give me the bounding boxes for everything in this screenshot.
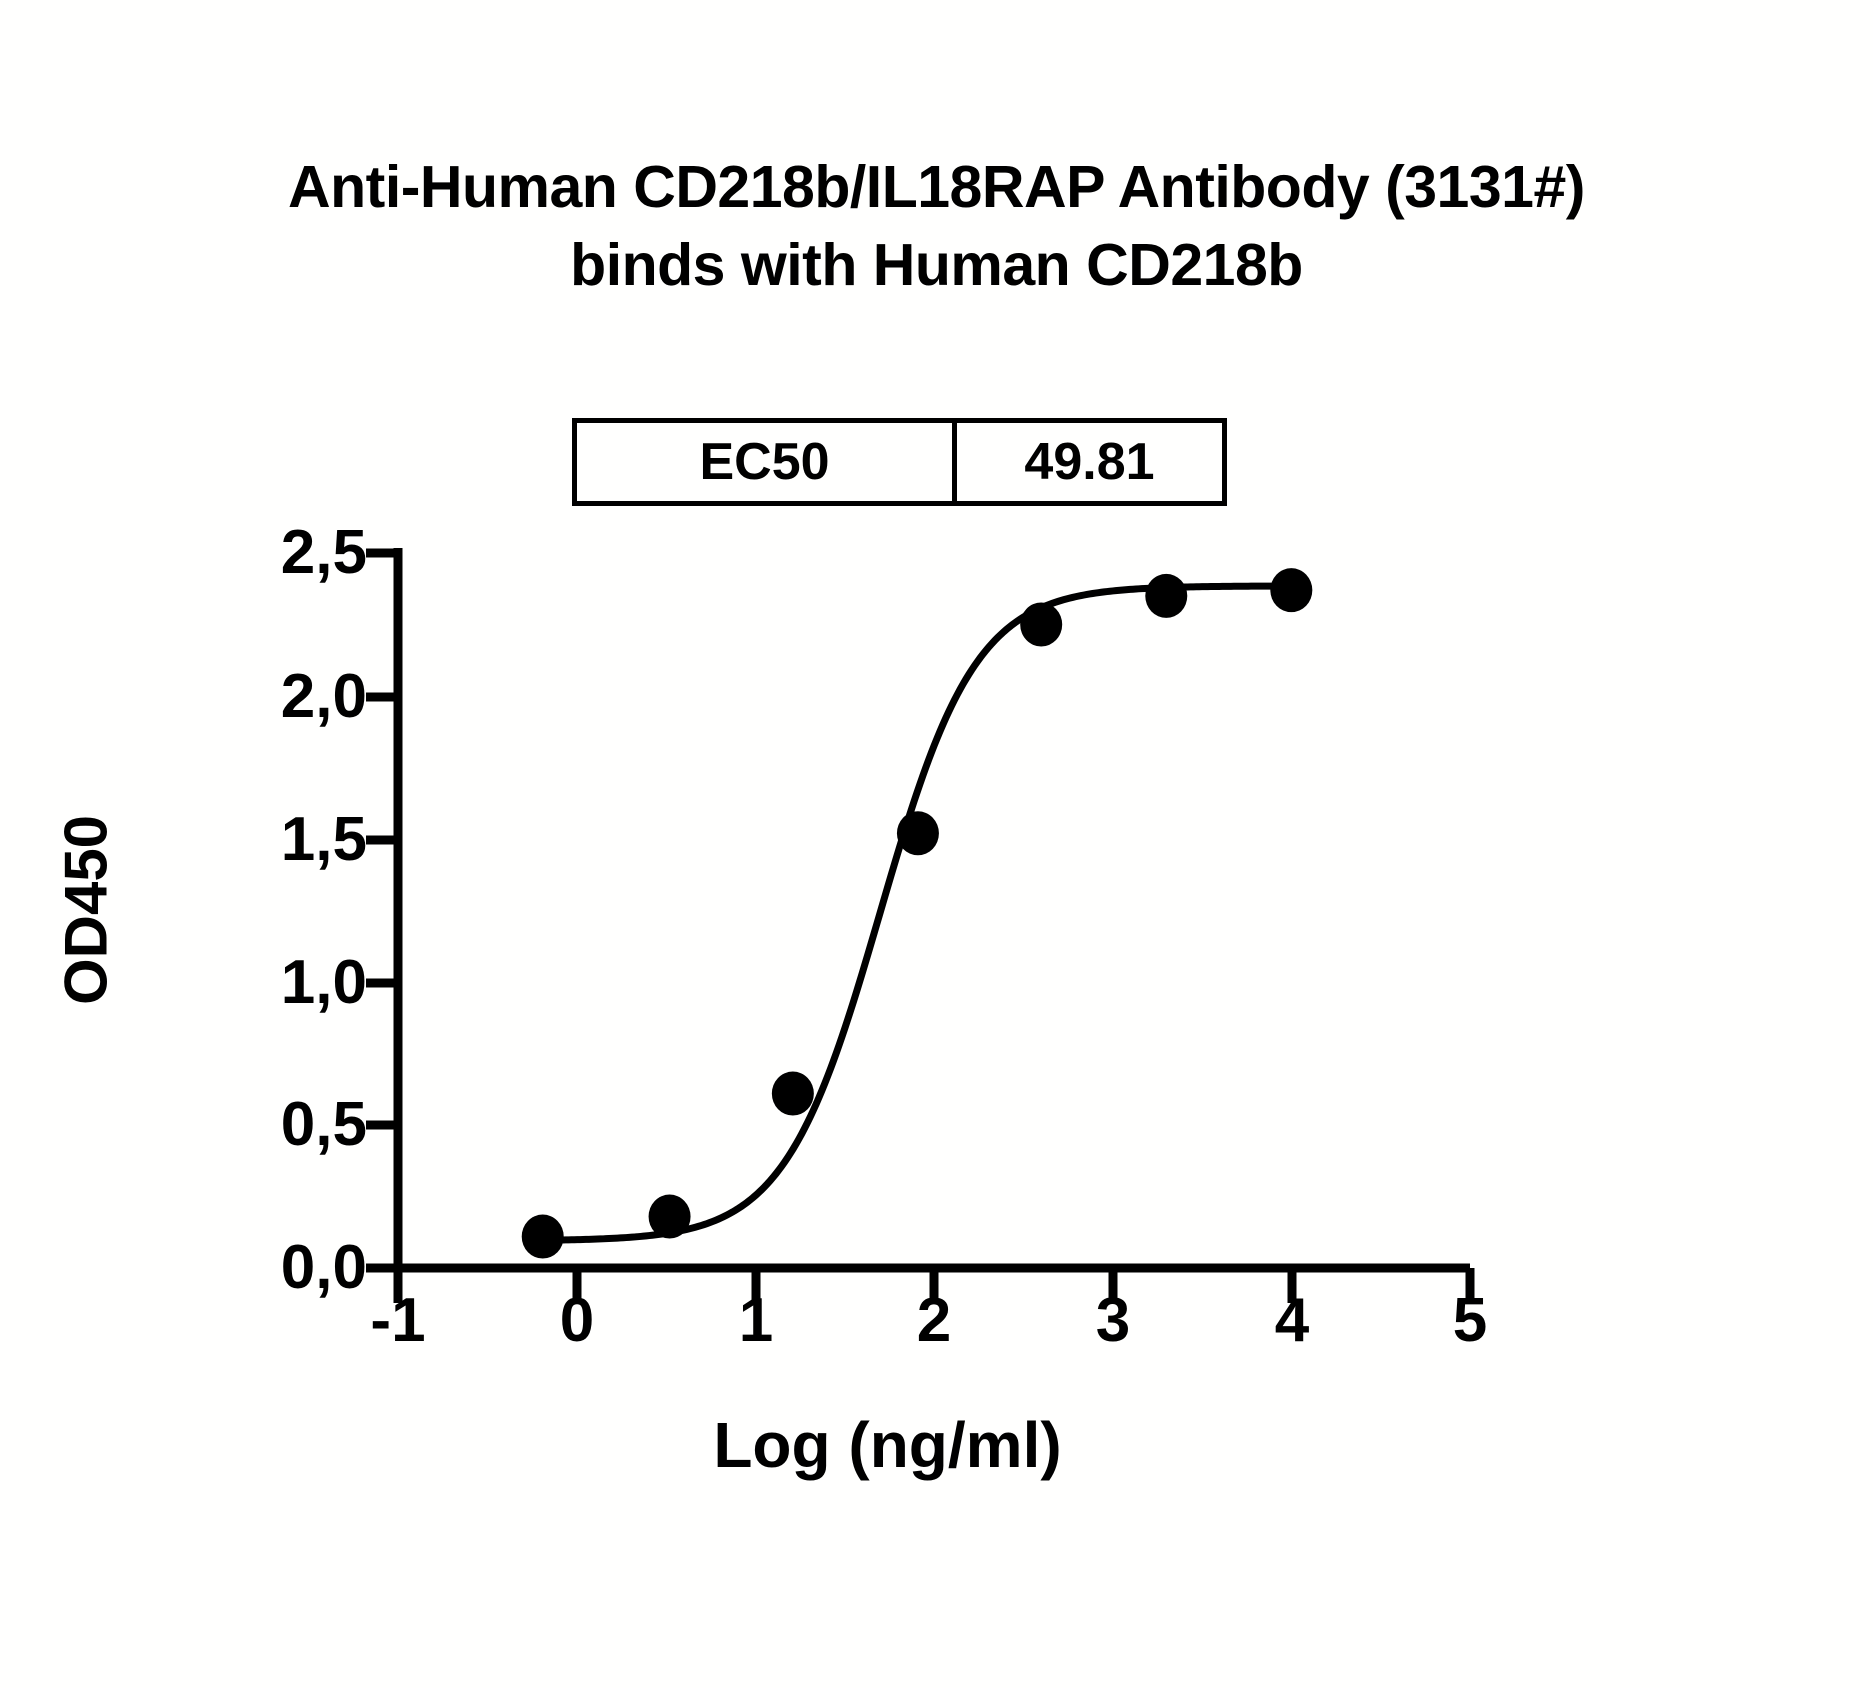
chart-title: Anti-Human CD218b/IL18RAP Antibody (3131… (0, 148, 1873, 305)
fit-curve (542, 582, 1292, 1244)
ec50-label-cell: EC50 (577, 423, 957, 501)
x-tick-label-3: 2 (916, 1286, 952, 1355)
data-point-markers (521, 568, 1313, 1259)
x-axis-label: Log (ng/ml) (713, 1409, 1062, 1481)
y-axis-label: OD450 (52, 814, 120, 1006)
y-axis-ticks (366, 548, 398, 1273)
x-tick-label-1: 0 (559, 1286, 595, 1355)
y-tick-label-3: 1,5 (280, 805, 367, 874)
ec50-value-cell: 49.81 (1024, 433, 1155, 491)
data-point-4 (1020, 602, 1063, 647)
data-point-5 (1145, 573, 1188, 618)
data-point-3 (896, 811, 939, 856)
y-tick-label-5: 2,5 (280, 518, 367, 587)
data-point-1 (648, 1194, 691, 1239)
y-tick-label-2: 1,0 (280, 948, 367, 1017)
ec50-table: EC50 49.81 (572, 418, 1227, 506)
y-tick-label-1: 0,5 (280, 1090, 367, 1159)
x-axis-ticks (393, 1268, 1475, 1303)
x-tick-label-5: 4 (1274, 1286, 1310, 1355)
data-point-6 (1270, 568, 1313, 613)
x-tick-label-4: 3 (1095, 1286, 1131, 1355)
x-tick-label-0: -1 (370, 1286, 426, 1355)
chart-title-line-2: binds with Human CD218b (570, 232, 1303, 299)
y-tick-label-4: 2,0 (280, 662, 367, 731)
y-tick-label-0: 0,0 (280, 1233, 367, 1302)
data-point-2 (771, 1071, 814, 1116)
data-point-0 (521, 1214, 564, 1259)
x-tick-label-6: 5 (1452, 1286, 1488, 1355)
x-tick-label-2: 1 (738, 1286, 774, 1355)
chart-title-line-1: Anti-Human CD218b/IL18RAP Antibody (3131… (288, 154, 1585, 220)
